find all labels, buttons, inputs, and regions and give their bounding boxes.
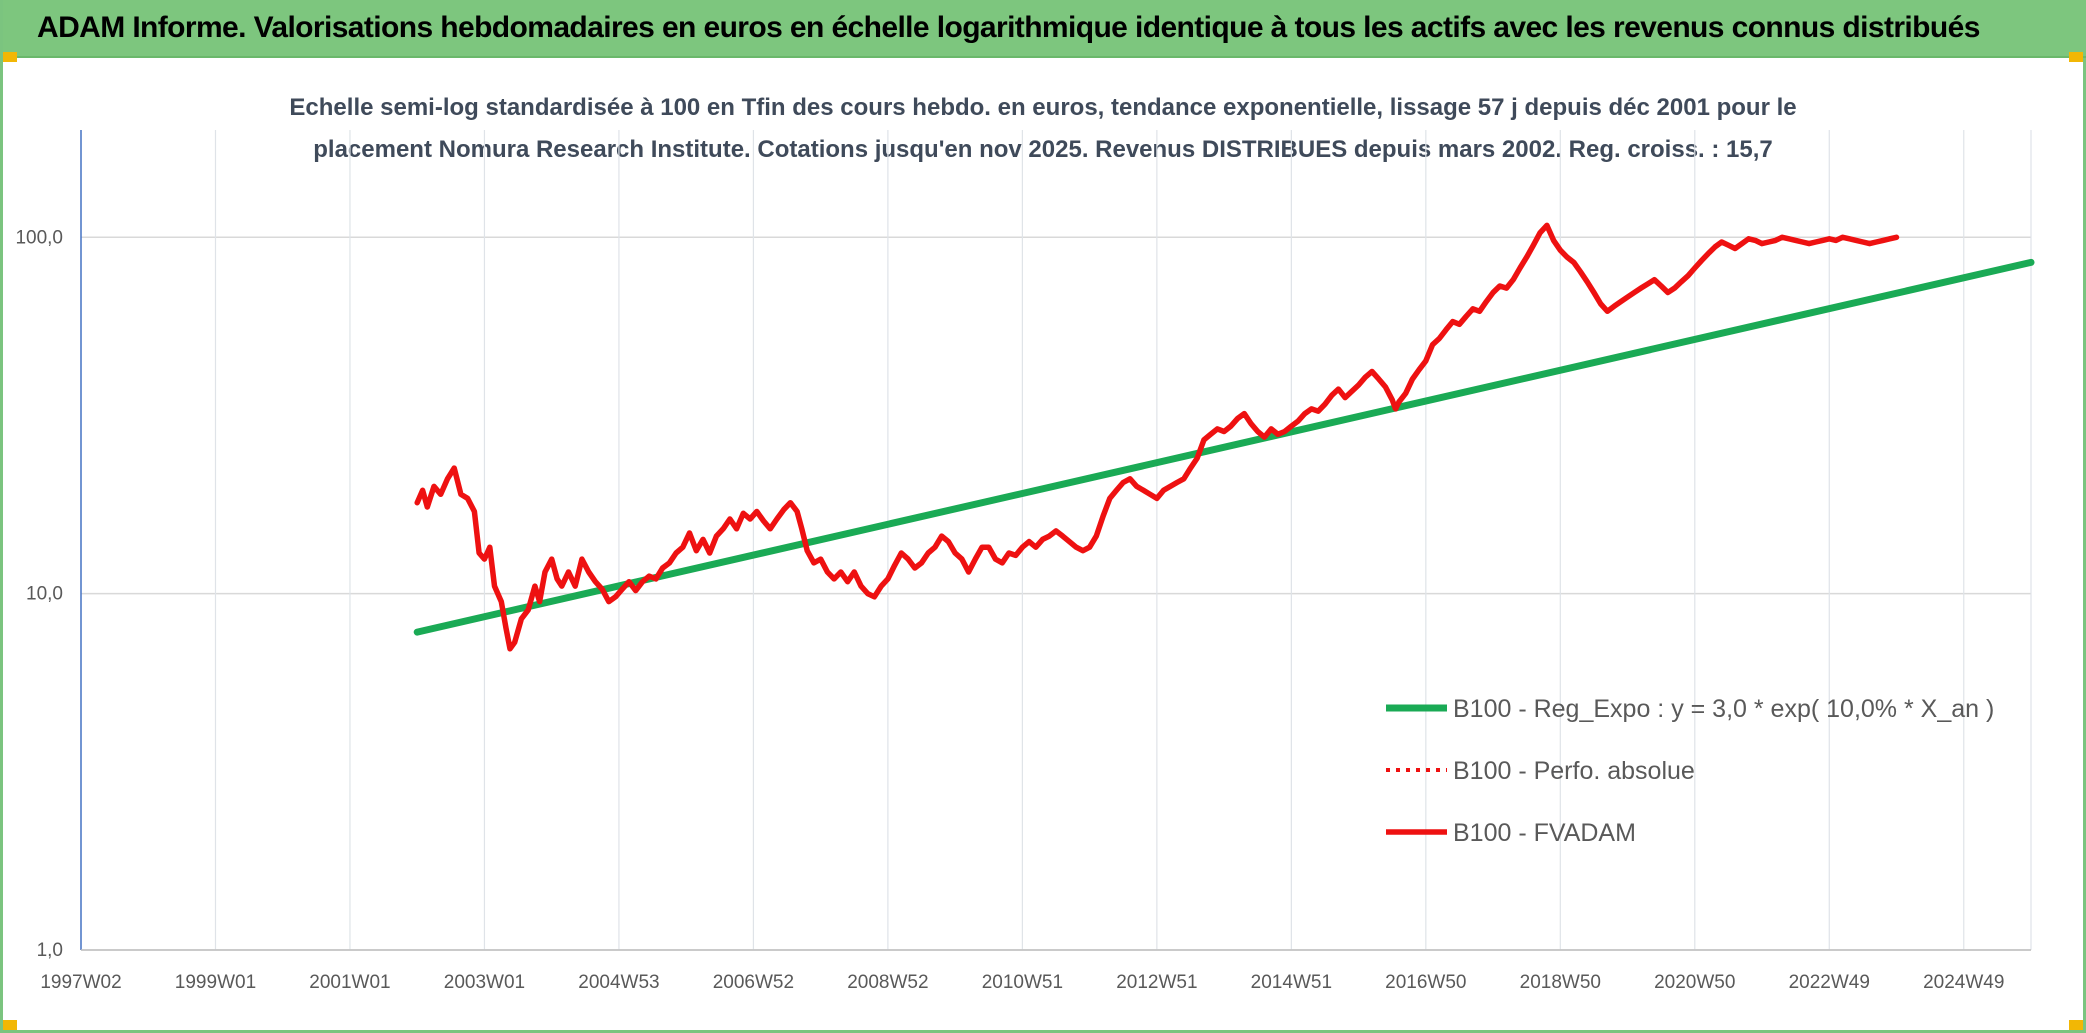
y-tick-label: 10,0 (26, 584, 63, 605)
x-tick-label: 2001W01 (309, 972, 390, 993)
x-tick-label: 1999W01 (175, 972, 256, 993)
corner-marker-icon (2069, 1020, 2083, 1030)
corner-marker-icon (3, 52, 17, 62)
x-tick-label: 2016W50 (1385, 972, 1466, 993)
corner-marker-icon (3, 1020, 17, 1030)
x-tick-label: 2008W52 (847, 972, 928, 993)
x-tick-label: 2014W51 (1251, 972, 1332, 993)
x-tick-label: 2003W01 (444, 972, 525, 993)
series-line-2 (414, 222, 1900, 652)
x-tick-label: 2018W50 (1520, 972, 1601, 993)
x-tick-label: 2012W51 (1116, 972, 1197, 993)
corner-marker-icon (2069, 52, 2083, 62)
chart-title-line-1: Echelle semi-log standardisée à 100 en T… (289, 94, 1796, 121)
x-tick-label: 2024W49 (1923, 972, 2004, 993)
x-tick-label: 2006W52 (713, 972, 794, 993)
legend-label: B100 - Reg_Expo : y = 3,0 * exp( 10,0% *… (1453, 695, 1994, 723)
series-line-0 (413, 258, 2035, 636)
x-tick-label: 2022W49 (1789, 972, 1870, 993)
legend-label: B100 - FVADAM (1453, 819, 1636, 847)
y-tick-label: 100,0 (15, 227, 63, 248)
x-tick-label: 2004W53 (578, 972, 659, 993)
x-tick-label: 1997W02 (40, 972, 121, 993)
x-tick-label: 2010W51 (982, 972, 1063, 993)
page-title: ADAM Informe. Valorisations hebdomadaire… (37, 11, 1980, 44)
x-tick-label: 2020W50 (1654, 972, 1735, 993)
chart: Echelle semi-log standardisée à 100 en T… (15, 94, 2035, 993)
chart-title-line-2: placement Nomura Research Institute. Cot… (313, 136, 1773, 163)
y-tick-label: 1,0 (37, 940, 63, 961)
header-bar: ADAM Informe. Valorisations hebdomadaire… (3, 0, 2086, 58)
legend-label: B100 - Perfo. absolue (1453, 757, 1695, 785)
